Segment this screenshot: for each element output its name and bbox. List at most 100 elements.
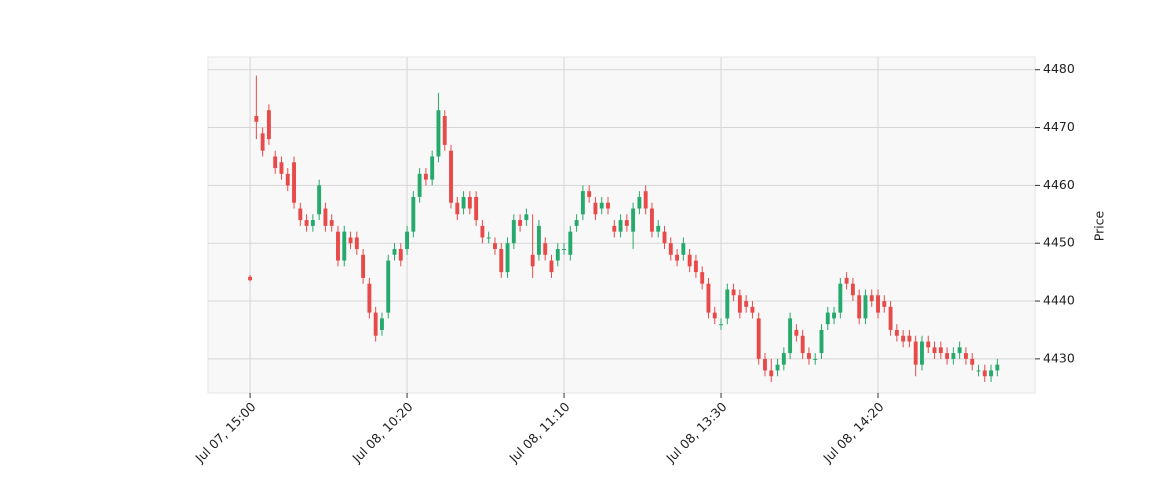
candle-body xyxy=(913,341,918,365)
x-tick-label: Jul 07, 15:00 xyxy=(192,399,259,466)
candle-body xyxy=(455,202,460,215)
y-tick-label: 4470 xyxy=(1043,119,1075,134)
y-tick-label: 4460 xyxy=(1043,177,1075,192)
y-tick-label: 4450 xyxy=(1043,235,1075,250)
candle-body xyxy=(430,156,435,180)
candle-body xyxy=(304,220,309,226)
candle-body xyxy=(901,335,906,342)
candle-body xyxy=(298,208,303,221)
candle-body xyxy=(894,329,899,336)
y-tick-label: 4480 xyxy=(1043,61,1075,76)
candle-body xyxy=(813,358,818,360)
candle-body xyxy=(317,185,322,215)
candle-body xyxy=(505,243,510,273)
candle-body xyxy=(549,260,554,273)
candle-body xyxy=(932,347,937,354)
candle-body xyxy=(292,162,296,203)
candle-body xyxy=(907,335,912,342)
candle-body xyxy=(825,312,830,325)
candle-body xyxy=(562,249,566,250)
candle-body xyxy=(624,220,629,226)
candle-body xyxy=(442,115,447,145)
candle-body xyxy=(857,295,862,319)
candle-body xyxy=(850,283,855,296)
candle-body xyxy=(285,173,290,186)
candle-body xyxy=(405,231,410,249)
candle-body xyxy=(411,196,416,232)
candle-body xyxy=(744,301,749,307)
candle-body xyxy=(706,283,711,313)
candle-body xyxy=(806,353,811,359)
candle-body xyxy=(467,196,472,209)
candle-body xyxy=(530,254,535,267)
y-axis-label: Price xyxy=(1092,210,1107,241)
candle-body xyxy=(970,358,975,365)
candle-body xyxy=(926,341,931,348)
candle-body xyxy=(599,202,604,209)
candle-body xyxy=(945,353,950,359)
candle-body xyxy=(342,231,347,261)
candle-body xyxy=(800,335,805,354)
candle-body xyxy=(336,231,340,261)
candle-body xyxy=(869,295,874,302)
candle-body xyxy=(819,329,824,354)
candle-body xyxy=(788,318,793,354)
candle-body xyxy=(982,370,987,377)
candle-body xyxy=(574,220,579,226)
candle-body xyxy=(750,306,755,313)
candle-body xyxy=(794,329,799,336)
candle-body xyxy=(719,324,723,326)
candle-body xyxy=(367,283,372,313)
candle-body xyxy=(436,110,441,157)
candle-body xyxy=(832,312,837,319)
candle-body xyxy=(499,249,504,273)
candle-body xyxy=(951,353,956,359)
candle-body xyxy=(461,196,466,209)
candle-body xyxy=(486,237,491,239)
candle-body xyxy=(838,283,843,313)
candle-body xyxy=(995,364,1000,371)
candle-body xyxy=(279,162,284,174)
candle-body xyxy=(863,295,868,319)
candle-body xyxy=(310,220,315,226)
candle-body xyxy=(938,347,943,354)
y-tick-label: 4430 xyxy=(1043,350,1075,365)
candle-body xyxy=(756,318,761,359)
candle-body xyxy=(493,243,497,249)
x-tick-label: Jul 08, 13:30 xyxy=(662,399,729,466)
candle-body xyxy=(474,196,479,221)
candle-body xyxy=(398,249,403,261)
candle-body xyxy=(518,220,523,226)
candle-body xyxy=(555,249,560,261)
candle-body xyxy=(844,277,849,284)
candle-body xyxy=(775,364,780,371)
candle-body xyxy=(876,295,880,313)
candle-body xyxy=(637,196,642,209)
candle-body xyxy=(957,347,962,354)
candle-body xyxy=(700,272,705,284)
candle-body xyxy=(618,220,623,232)
candle-body xyxy=(712,312,717,319)
candle-body xyxy=(361,254,366,278)
candle-body xyxy=(631,208,636,232)
candle-body xyxy=(725,289,730,319)
candle-body xyxy=(587,191,592,197)
candle-body xyxy=(976,370,981,372)
candle-body xyxy=(769,370,774,377)
candle-body xyxy=(920,341,924,365)
x-tick-label: Jul 08, 11:10 xyxy=(506,399,573,466)
candle-body xyxy=(273,156,278,169)
candle-body xyxy=(568,231,573,255)
candle-body xyxy=(662,231,667,244)
candle-body xyxy=(888,306,893,330)
candle-body xyxy=(612,225,617,232)
candle-body xyxy=(989,370,993,377)
candle-body xyxy=(248,276,253,281)
candle-body xyxy=(731,289,736,296)
candle-body xyxy=(480,225,485,238)
candle-body xyxy=(687,254,692,267)
candle-body xyxy=(392,249,397,255)
candle-body xyxy=(524,214,529,221)
candle-body xyxy=(254,115,259,122)
